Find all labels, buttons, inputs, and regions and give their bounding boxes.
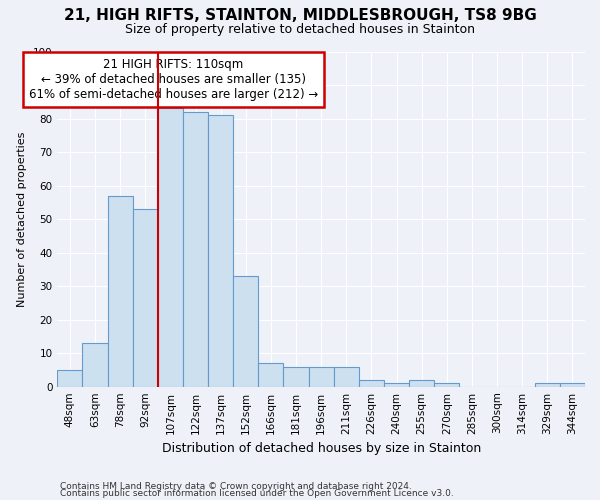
Bar bbox=[434, 384, 460, 386]
Bar bbox=[133, 209, 158, 386]
Bar bbox=[560, 384, 585, 386]
Text: Size of property relative to detached houses in Stainton: Size of property relative to detached ho… bbox=[125, 22, 475, 36]
Text: 21, HIGH RIFTS, STAINTON, MIDDLESBROUGH, TS8 9BG: 21, HIGH RIFTS, STAINTON, MIDDLESBROUGH,… bbox=[64, 8, 536, 22]
Bar bbox=[233, 276, 259, 386]
Bar bbox=[334, 366, 359, 386]
Y-axis label: Number of detached properties: Number of detached properties bbox=[17, 132, 27, 307]
Bar bbox=[308, 366, 334, 386]
Bar bbox=[183, 112, 208, 386]
Text: 21 HIGH RIFTS: 110sqm
← 39% of detached houses are smaller (135)
61% of semi-det: 21 HIGH RIFTS: 110sqm ← 39% of detached … bbox=[29, 58, 318, 101]
X-axis label: Distribution of detached houses by size in Stainton: Distribution of detached houses by size … bbox=[161, 442, 481, 455]
Bar bbox=[259, 363, 283, 386]
Bar bbox=[409, 380, 434, 386]
Bar bbox=[208, 115, 233, 386]
Bar bbox=[535, 384, 560, 386]
Bar bbox=[158, 108, 183, 386]
Text: Contains HM Land Registry data © Crown copyright and database right 2024.: Contains HM Land Registry data © Crown c… bbox=[60, 482, 412, 491]
Bar bbox=[359, 380, 384, 386]
Bar bbox=[107, 196, 133, 386]
Bar bbox=[82, 343, 107, 386]
Text: Contains public sector information licensed under the Open Government Licence v3: Contains public sector information licen… bbox=[60, 489, 454, 498]
Bar bbox=[384, 384, 409, 386]
Bar bbox=[58, 370, 82, 386]
Bar bbox=[283, 366, 308, 386]
